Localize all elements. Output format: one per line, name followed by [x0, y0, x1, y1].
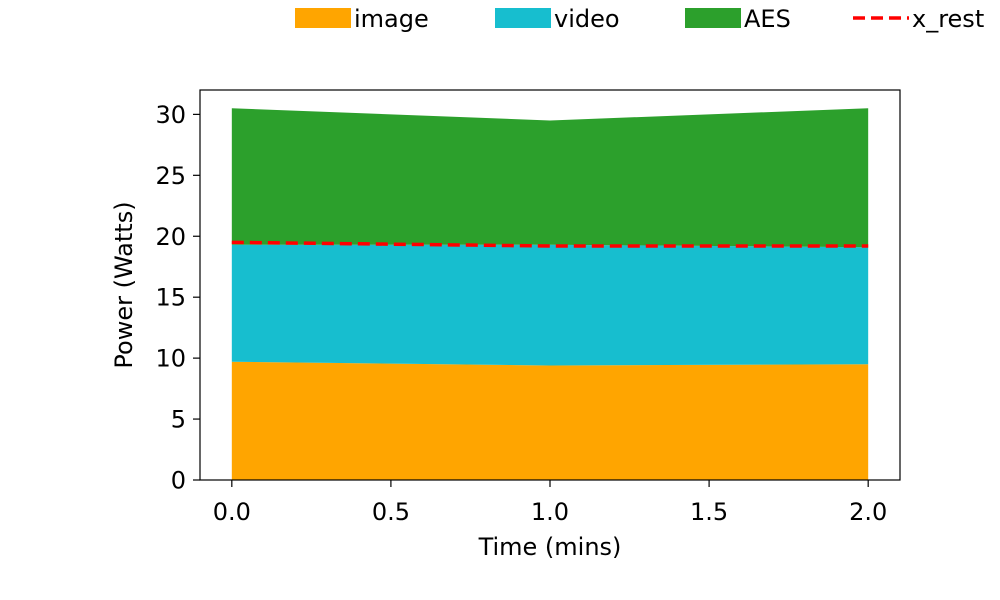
y-axis-title: Power (Watts) — [110, 201, 138, 368]
x-tick-label: 0.5 — [372, 498, 410, 526]
legend: image video AES x_rest — [295, 5, 984, 33]
legend-item-x-rest: x_rest — [853, 5, 984, 33]
y-tick-label: 15 — [155, 284, 186, 312]
legend-label: x_rest — [912, 5, 984, 33]
y-tick-label: 25 — [155, 162, 186, 190]
legend-label: video — [554, 5, 620, 33]
legend-swatch — [685, 8, 741, 28]
legend-item-aes: AES — [685, 5, 791, 33]
y-tick-label: 5 — [171, 406, 186, 434]
legend-item-image: image — [295, 5, 429, 33]
area-aes — [231, 108, 869, 248]
legend-swatch — [295, 8, 351, 28]
areas-layer — [231, 108, 869, 480]
area-video — [231, 244, 869, 366]
y-axis: 0 5 10 15 20 25 30 — [155, 101, 200, 495]
legend-label: image — [354, 5, 429, 33]
y-tick-label: 30 — [155, 101, 186, 129]
x-axis-title: Time (mins) — [478, 533, 622, 561]
x-tick-label: 1.0 — [531, 498, 569, 526]
legend-label: AES — [744, 5, 791, 33]
area-image — [231, 361, 869, 480]
x-axis: 0.0 0.5 1.0 1.5 2.0 — [213, 480, 887, 526]
x-tick-label: 0.0 — [213, 498, 251, 526]
y-tick-label: 10 — [155, 345, 186, 373]
x-tick-label: 1.5 — [690, 498, 728, 526]
legend-item-video: video — [495, 5, 620, 33]
legend-swatch — [495, 8, 551, 28]
lines-layer — [231, 240, 869, 248]
line-x-rest — [231, 240, 869, 248]
x-tick-label: 2.0 — [849, 498, 887, 526]
y-tick-label: 0 — [171, 467, 186, 495]
y-tick-label: 20 — [155, 223, 186, 251]
